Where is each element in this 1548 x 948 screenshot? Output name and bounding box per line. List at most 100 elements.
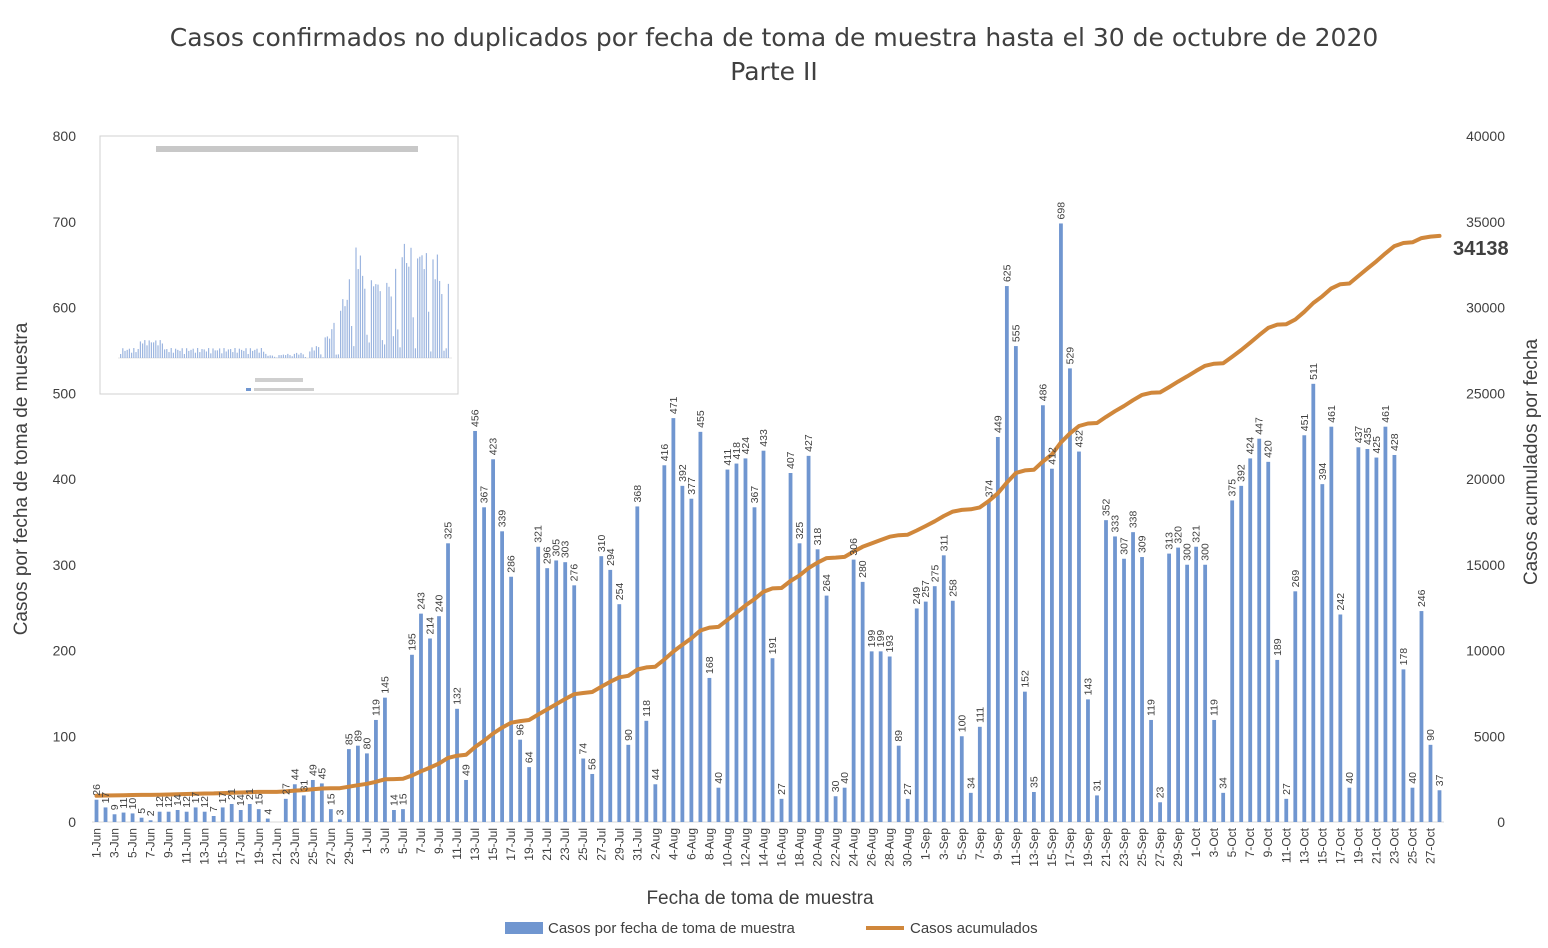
bar (1131, 532, 1135, 822)
bar (1347, 787, 1352, 822)
bar-data-label: 31 (1091, 780, 1103, 792)
bar-data-label: 11 (118, 798, 130, 809)
inset-bar (225, 351, 227, 358)
inset-bar (199, 352, 201, 358)
inset-bar (166, 349, 168, 358)
inset-bar (278, 355, 280, 358)
bar-data-label: 64 (524, 751, 536, 763)
bar (1239, 485, 1244, 822)
bar-data-label: 294 (605, 548, 617, 566)
bar (319, 783, 324, 822)
bar-data-label: 21 (226, 788, 238, 800)
bar-data-label: 10 (127, 798, 139, 810)
x-tick-label: 23-Jul (558, 828, 572, 861)
bar (1104, 520, 1108, 822)
bar-data-label: 89 (352, 730, 364, 742)
bar-data-label: 423 (488, 438, 500, 456)
bar-data-label: 307 (1119, 537, 1131, 555)
inset-bar (135, 352, 137, 358)
bar (950, 600, 955, 822)
bar (1176, 547, 1180, 822)
bar-data-label: 189 (1272, 638, 1284, 656)
bar-data-label: 486 (1037, 384, 1049, 402)
bar (464, 779, 468, 822)
bar (1212, 719, 1217, 822)
bar-data-label: 451 (1299, 414, 1311, 432)
x-tick-label: 2-Aug (648, 828, 662, 860)
inset-bar (304, 357, 307, 358)
bar (1086, 699, 1090, 822)
x-tick-label: 21-Jul (540, 828, 554, 861)
inset-bar (397, 329, 399, 358)
bar-data-label: 34 (965, 777, 977, 789)
inset-bar (146, 345, 148, 358)
inset-bar (258, 352, 260, 358)
bar-data-label: 625 (1001, 264, 1013, 282)
inset-bar (186, 348, 188, 358)
bar (112, 814, 117, 822)
bar (905, 798, 910, 822)
x-tick-label: 19-Oct (1351, 827, 1365, 864)
bar-data-label: 394 (1317, 462, 1329, 480)
bar (500, 531, 504, 822)
legend: Casos por fecha de toma de muestra Casos… (505, 920, 1038, 937)
bar-data-label: 367 (749, 486, 761, 504)
bar (292, 784, 297, 822)
inset-bar (357, 269, 359, 358)
bar-data-label: 15 (397, 793, 409, 805)
bar-data-label: 321 (533, 525, 545, 543)
bar (1338, 614, 1343, 822)
x-axis-title: Fecha de toma de muestra (646, 888, 873, 909)
inset-bar (148, 340, 150, 358)
inset-bar (236, 352, 238, 358)
bar (1257, 438, 1262, 822)
inset-bar (219, 348, 221, 358)
inset-bar (131, 352, 133, 358)
bar (788, 473, 793, 822)
bar (410, 654, 414, 822)
bar (887, 656, 892, 822)
bar-data-label: 7 (208, 806, 220, 812)
bar (536, 546, 541, 822)
bar-data-label: 455 (695, 410, 707, 428)
x-tick-label: 15-Sep (1045, 828, 1059, 867)
inset-bar (335, 354, 337, 358)
bar (1113, 536, 1117, 822)
inset-bar (439, 280, 441, 358)
bar (365, 753, 369, 822)
bar-data-label: 529 (1064, 347, 1076, 365)
bar (662, 465, 667, 822)
bar (815, 549, 820, 822)
bar (374, 719, 378, 822)
y-right-tick-label: 15000 (1466, 557, 1505, 573)
inset-bar (142, 343, 144, 358)
x-tick-label: 19-Sep (1081, 828, 1095, 867)
bar (1428, 744, 1433, 822)
bar (590, 773, 595, 822)
inset-bar (124, 350, 126, 358)
bar-data-label: 17 (190, 792, 202, 804)
bar-data-label: 14 (172, 794, 184, 806)
bar-data-label: 555 (1010, 324, 1022, 342)
bar-data-label: 44 (289, 768, 301, 780)
bar (617, 604, 622, 822)
inset-bar (153, 342, 155, 358)
bar (139, 817, 144, 822)
bar (1419, 611, 1424, 822)
bar-data-label: 118 (641, 700, 653, 717)
bar (1095, 795, 1099, 822)
bar-data-label: 254 (614, 583, 626, 601)
inset-bar (260, 348, 263, 358)
y-right-tick-label: 10000 (1466, 643, 1505, 659)
x-tick-label: 18-Aug (793, 828, 807, 867)
x-tick-label: 3-Oct (1207, 827, 1221, 857)
bar-data-label: 407 (785, 451, 797, 469)
bar-data-label: 447 (1254, 417, 1266, 435)
x-tick-label: 7-Jun (144, 828, 158, 858)
bar-data-label: 80 (361, 738, 373, 750)
cumulative-final-label: 34138 (1453, 238, 1509, 260)
bar-data-label: 35 (1028, 776, 1040, 788)
bar-data-label: 249 (911, 587, 923, 605)
bar-data-label: 306 (848, 538, 860, 556)
